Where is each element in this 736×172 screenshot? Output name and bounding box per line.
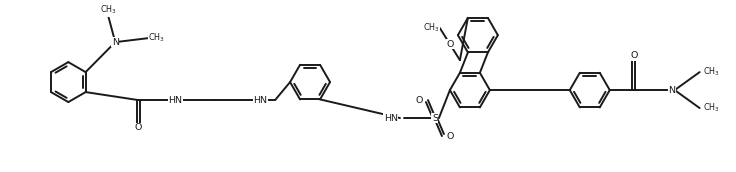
Text: N: N <box>112 38 118 47</box>
Text: N: N <box>668 86 675 95</box>
Text: O: O <box>447 132 454 141</box>
Text: HN: HN <box>384 114 398 123</box>
Text: HN: HN <box>169 96 183 105</box>
Text: CH$_3$: CH$_3$ <box>100 4 117 16</box>
Text: CH$_3$: CH$_3$ <box>148 32 165 44</box>
Text: S: S <box>432 114 438 123</box>
Text: CH$_3$: CH$_3$ <box>703 66 720 78</box>
Text: CH$_3$: CH$_3$ <box>423 22 440 34</box>
Text: O: O <box>135 123 142 132</box>
Text: O: O <box>416 96 423 105</box>
Text: CH$_3$: CH$_3$ <box>703 102 720 114</box>
Text: HN: HN <box>253 96 267 105</box>
Text: O: O <box>446 40 453 49</box>
Text: O: O <box>630 51 637 60</box>
